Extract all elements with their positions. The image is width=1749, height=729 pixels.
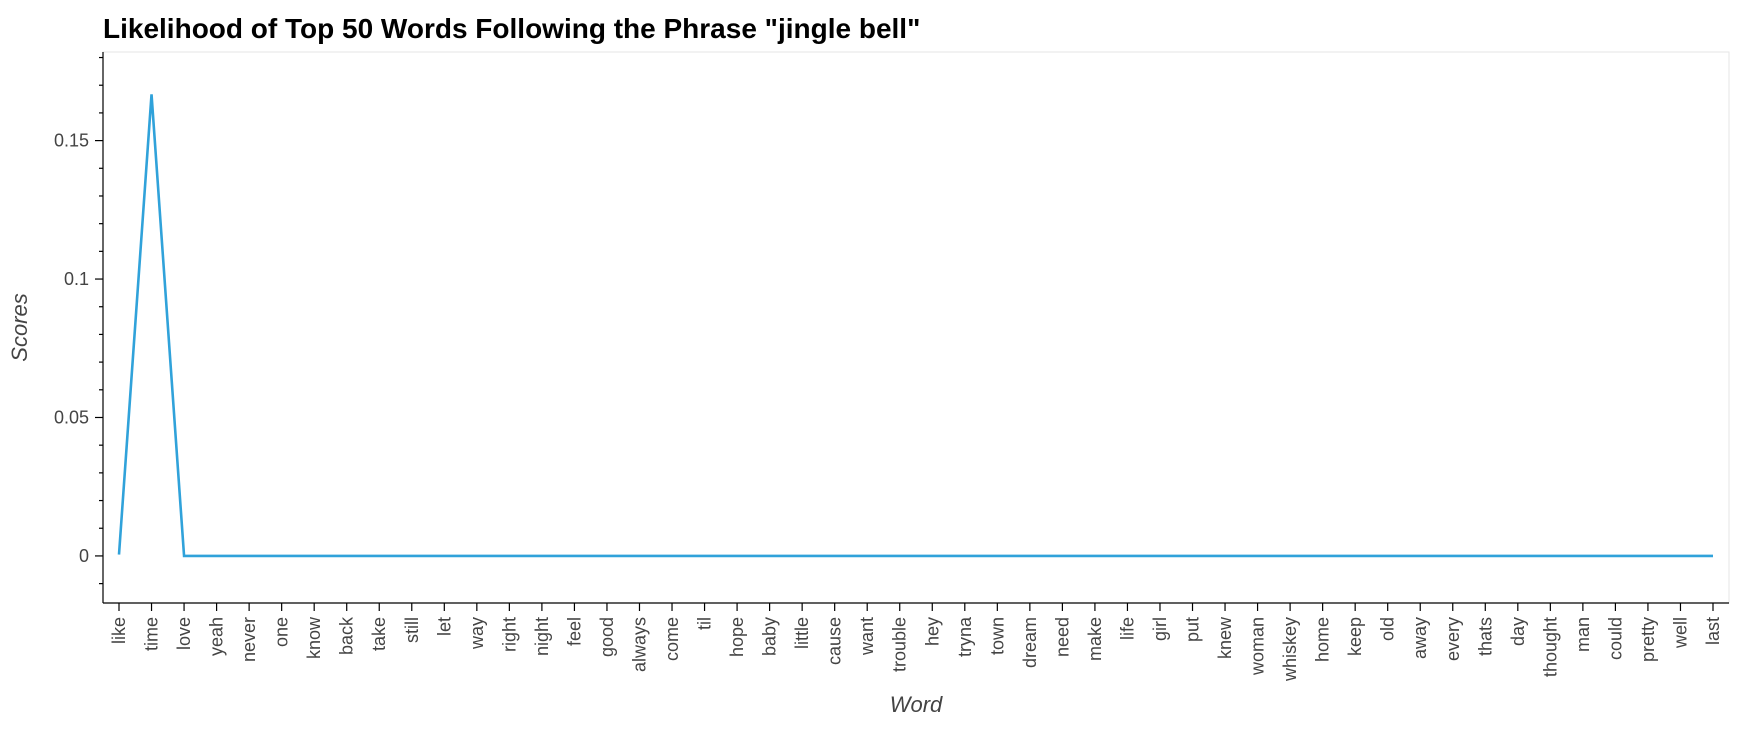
x-tick-label: knew [1215,616,1235,659]
x-tick-label: yeah [207,617,227,656]
x-tick-label: one [272,617,292,647]
x-tick-label: tryna [955,616,975,657]
x-tick-label: well [1670,617,1690,649]
series-layer [117,94,1713,558]
x-tick-label: life [1117,617,1137,640]
y-axis: 0 0.05 0.1 0.15 [54,52,104,603]
plot-frame [102,51,1730,604]
x-tick-label: girl [1150,617,1170,641]
x-tick-label: night [532,617,552,656]
x-tick-label: back [337,616,357,655]
x-axis: like time love yeah never one know back take stil… [103,602,1729,682]
y-axis-label: Scores [7,293,32,361]
y-tick-label: 0 [79,546,89,566]
x-tick-label: never [239,617,259,662]
x-tick-label: hey [922,617,942,646]
x-tick-label: time [142,617,162,651]
x-tick-label: town [987,617,1007,655]
series-line [117,94,1713,558]
x-tick-label: dream [1020,617,1040,668]
chart-title: Likelihood of Top 50 Words Following the… [103,13,920,44]
x-tick-label: home [1313,617,1333,662]
x-tick-label: right [499,617,519,652]
x-tick-label: hope [727,617,747,657]
x-tick-label: love [174,617,194,650]
x-tick-label: feel [564,617,584,646]
x-tick-label: let [434,617,454,636]
y-tick-label: 0.15 [54,131,89,151]
x-tick-label: old [1378,617,1398,641]
x-tick-label: come [662,617,682,661]
x-tick-label: know [304,616,324,659]
x-tick-label: need [1052,617,1072,657]
x-tick-label: put [1183,617,1203,642]
x-tick-label: still [402,617,422,643]
y-tick-label: 0.1 [64,269,89,289]
x-tick-label: take [369,617,389,651]
x-tick-label: keep [1345,617,1365,656]
x-tick-label: thats [1475,617,1495,656]
x-axis-label: Word [890,692,943,717]
x-tick-label: cause [825,617,845,665]
x-tick-label: woman [1248,617,1268,676]
x-tick-label: every [1443,617,1463,661]
x-tick-label: always [629,617,649,672]
x-tick-label: baby [760,617,780,656]
y-tick-label: 0.05 [54,407,89,427]
x-tick-label: day [1508,617,1528,646]
x-tick-label: pretty [1638,617,1658,662]
x-tick-label: good [597,617,617,657]
x-tick-label: little [792,617,812,649]
x-tick-label: last [1703,617,1723,645]
x-tick-label: whiskey [1280,617,1300,682]
x-tick-label: want [857,617,877,656]
x-tick-label: thought [1540,617,1560,677]
x-tick-label: way [467,617,487,650]
x-tick-label: man [1573,617,1593,652]
x-tick-label: trouble [890,617,910,672]
x-tick-label: could [1605,617,1625,660]
x-tick-label: away [1410,617,1430,659]
x-tick-label: make [1085,617,1105,661]
x-tick-label: like [109,617,129,644]
x-tick-label: til [695,617,715,630]
